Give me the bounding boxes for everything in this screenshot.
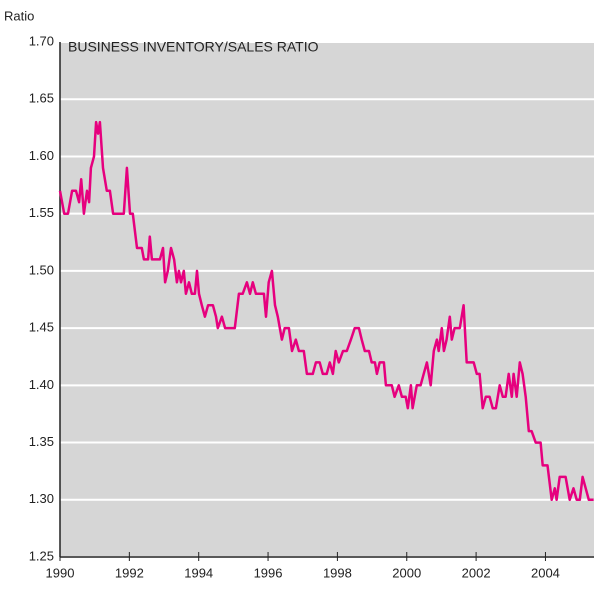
x-tick-label: 1998 (323, 565, 352, 580)
x-tick-label: 1994 (184, 565, 213, 580)
y-tick-label: 1.55 (29, 205, 54, 220)
y-tick-label: 1.45 (29, 320, 54, 335)
x-tick-label: 2002 (462, 565, 491, 580)
plot-area (60, 42, 594, 557)
x-tick-label: 1990 (46, 565, 75, 580)
x-tick-label: 2000 (392, 565, 421, 580)
chart-title: BUSINESS INVENTORY/SALES RATIO (68, 39, 319, 55)
data-line (58, 120, 594, 502)
y-tick-label: 1.65 (29, 91, 54, 106)
y-tick-label: 1.40 (29, 377, 54, 392)
y-tick-label: 1.50 (29, 262, 54, 277)
y-tick-label: 1.30 (29, 491, 54, 506)
x-tick-label: 1996 (254, 565, 283, 580)
y-tick-label: 1.35 (29, 434, 54, 449)
x-tick-label: 2004 (531, 565, 560, 580)
y-tick-label: 1.70 (29, 33, 54, 48)
y-tick-label: 1.25 (29, 548, 54, 563)
y-tick-label: 1.60 (29, 148, 54, 163)
x-tick-label: 1992 (115, 565, 144, 580)
y-axis-label: Ratio (4, 8, 34, 23)
